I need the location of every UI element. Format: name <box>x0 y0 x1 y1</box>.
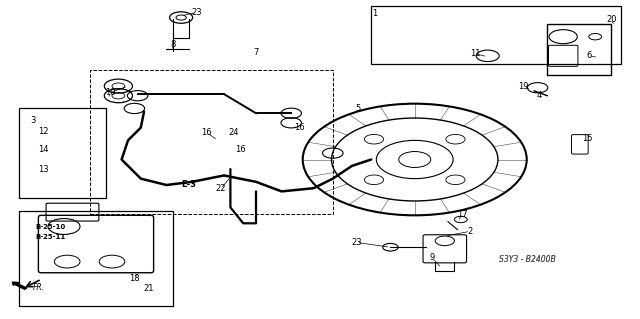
Text: 23: 23 <box>192 8 202 17</box>
Text: 8: 8 <box>170 40 175 48</box>
Text: 24: 24 <box>228 128 239 137</box>
Text: 12: 12 <box>38 127 49 136</box>
Text: S3Y3 - B2400B: S3Y3 - B2400B <box>499 255 556 263</box>
Text: 21: 21 <box>143 284 154 293</box>
Text: 16: 16 <box>294 123 305 132</box>
Text: 7: 7 <box>253 48 259 57</box>
Text: 1: 1 <box>372 9 377 18</box>
Text: 16: 16 <box>202 128 212 137</box>
Text: 18: 18 <box>129 274 140 283</box>
Text: 23: 23 <box>351 238 362 247</box>
Text: B-25-11: B-25-11 <box>35 234 65 240</box>
Text: 6: 6 <box>586 51 591 60</box>
Text: 14: 14 <box>38 145 49 154</box>
Text: 11: 11 <box>470 49 480 58</box>
Text: 20: 20 <box>606 15 616 24</box>
Text: 3: 3 <box>31 116 36 125</box>
Text: 5: 5 <box>356 104 361 113</box>
Text: 17: 17 <box>457 210 467 219</box>
Text: B-25-10: B-25-10 <box>35 224 65 230</box>
Text: S3Y3 - B2400B: S3Y3 - B2400B <box>499 255 556 263</box>
Text: 10: 10 <box>105 88 115 97</box>
Text: 4: 4 <box>537 91 542 100</box>
Text: FR.: FR. <box>33 283 45 292</box>
Text: 9: 9 <box>429 253 435 262</box>
Text: 2: 2 <box>468 227 473 236</box>
Text: E-3: E-3 <box>181 180 196 189</box>
Text: 22: 22 <box>216 184 226 193</box>
Text: 19: 19 <box>518 82 529 91</box>
Text: 13: 13 <box>38 165 49 174</box>
Text: 16: 16 <box>235 145 245 154</box>
Text: 15: 15 <box>582 134 593 143</box>
FancyArrow shape <box>12 282 27 289</box>
